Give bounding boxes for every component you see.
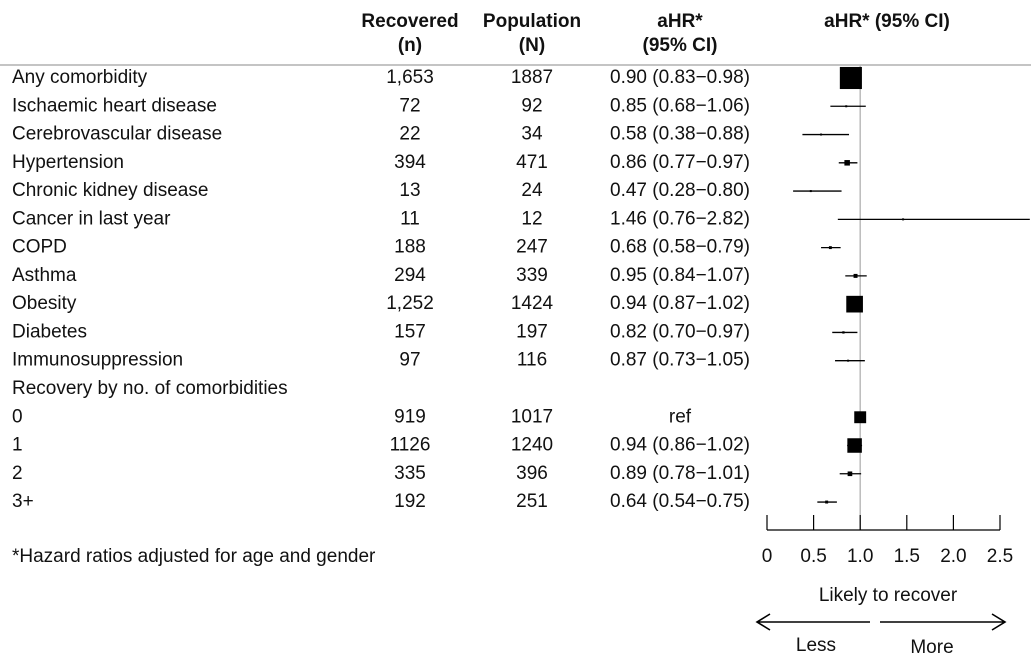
row-label: Any comorbidity — [12, 67, 148, 88]
recovered: 22 — [399, 124, 420, 145]
estimate-box — [902, 218, 905, 221]
ci-label: 0.94 (0.87−1.02) — [610, 293, 750, 314]
population: 34 — [521, 124, 543, 145]
estimate-box — [844, 160, 850, 166]
row-label: Recovery by no. of comorbidities — [12, 378, 288, 399]
direction-right: More — [910, 637, 953, 658]
population: 24 — [521, 180, 543, 201]
row-label: Hypertension — [12, 152, 124, 173]
estimate-box — [820, 133, 823, 136]
population: 339 — [516, 265, 548, 286]
estimate-box — [828, 246, 832, 250]
recovered: 1,252 — [386, 293, 434, 314]
ci-label: 0.47 (0.28−0.80) — [610, 180, 750, 201]
recovered: 97 — [399, 350, 420, 371]
column-header: Population — [483, 11, 581, 32]
population: 1017 — [511, 406, 553, 427]
row-label: Chronic kidney disease — [12, 180, 208, 201]
footnote: *Hazard ratios adjusted for age and gend… — [12, 546, 376, 567]
ci-label: 1.46 (0.76−2.82) — [610, 208, 750, 229]
recovered: 72 — [399, 95, 420, 116]
column-header: aHR* — [657, 11, 703, 32]
arrow-left — [755, 613, 870, 631]
ci-label: 0.90 (0.83−0.98) — [610, 67, 750, 88]
ci-label: 0.82 (0.70−0.97) — [610, 321, 750, 342]
row-label: Cancer in last year — [12, 208, 171, 229]
population: 12 — [521, 208, 542, 229]
column-header: (95% CI) — [643, 35, 718, 56]
ci-label: 0.95 (0.84−1.07) — [610, 265, 750, 286]
ci-label: 0.87 (0.73−1.05) — [610, 350, 750, 371]
column-header: Recovered — [361, 11, 458, 32]
estimate-box — [825, 500, 829, 504]
recovered: 192 — [394, 491, 426, 512]
population: 1424 — [511, 293, 554, 314]
population: 247 — [516, 237, 548, 258]
ci-label: 0.89 (0.78−1.01) — [610, 463, 750, 484]
estimate-box — [854, 411, 867, 424]
arrow-right — [880, 613, 1007, 631]
column-header: (n) — [398, 35, 422, 56]
recovered: 1,653 — [386, 67, 434, 88]
row-label: Cerebrovascular disease — [12, 124, 222, 145]
estimate-box — [853, 273, 858, 278]
row-label: 2 — [12, 463, 23, 484]
population: 251 — [516, 491, 548, 512]
ci-label: ref — [669, 406, 692, 427]
x-tick-label: 1.0 — [847, 546, 873, 567]
ci-label: 0.68 (0.58−0.79) — [610, 237, 750, 258]
row-label: Ischaemic heart disease — [12, 95, 217, 116]
x-tick-label: 2.5 — [987, 546, 1013, 567]
x-tick-label: 2.0 — [940, 546, 966, 567]
recovered: 188 — [394, 237, 426, 258]
recovered: 394 — [394, 152, 426, 173]
estimate-box — [846, 295, 863, 313]
ci-label: 0.86 (0.77−0.97) — [610, 152, 750, 173]
estimate-box — [809, 190, 812, 193]
recovered: 1126 — [390, 435, 431, 456]
estimate-box — [847, 471, 853, 477]
recovered: 13 — [399, 180, 420, 201]
population: 471 — [516, 152, 548, 173]
recovered: 11 — [400, 208, 420, 229]
row-label: Immunosuppression — [12, 350, 183, 371]
estimate-box — [839, 66, 862, 90]
axis-label: Likely to recover — [819, 585, 958, 606]
row-label: Diabetes — [12, 321, 87, 342]
ci-label: 0.64 (0.54−0.75) — [610, 491, 750, 512]
row-label: COPD — [12, 237, 67, 258]
ci-label: 0.94 (0.86−1.02) — [610, 435, 750, 456]
direction-left: Less — [796, 635, 836, 656]
estimate-box — [847, 438, 862, 453]
population: 1240 — [511, 435, 553, 456]
ci-label: 0.85 (0.68−1.06) — [610, 95, 750, 116]
population: 116 — [517, 350, 547, 371]
recovered: 157 — [394, 321, 426, 342]
population: 197 — [516, 321, 548, 342]
x-tick-label: 0.5 — [800, 546, 826, 567]
recovered: 919 — [394, 406, 426, 427]
x-tick-label: 1.5 — [894, 546, 920, 567]
row-label: Asthma — [12, 265, 77, 286]
population: 396 — [516, 463, 548, 484]
recovered: 335 — [394, 463, 426, 484]
plot-header: aHR* (95% CI) — [824, 11, 950, 32]
row-label: Obesity — [12, 293, 77, 314]
recovered: 294 — [394, 265, 426, 286]
row-label: 1 — [12, 435, 23, 456]
column-header: (N) — [519, 35, 545, 56]
population: 92 — [521, 95, 542, 116]
estimate-box — [842, 331, 845, 334]
arrows — [755, 613, 1007, 631]
ci-label: 0.58 (0.38−0.88) — [610, 124, 750, 145]
estimate-box — [845, 105, 848, 108]
population: 1887 — [511, 67, 553, 88]
estimate-box — [847, 359, 850, 362]
row-label: 3+ — [12, 491, 34, 512]
row-label: 0 — [12, 406, 23, 427]
x-tick-label: 0 — [762, 546, 773, 567]
